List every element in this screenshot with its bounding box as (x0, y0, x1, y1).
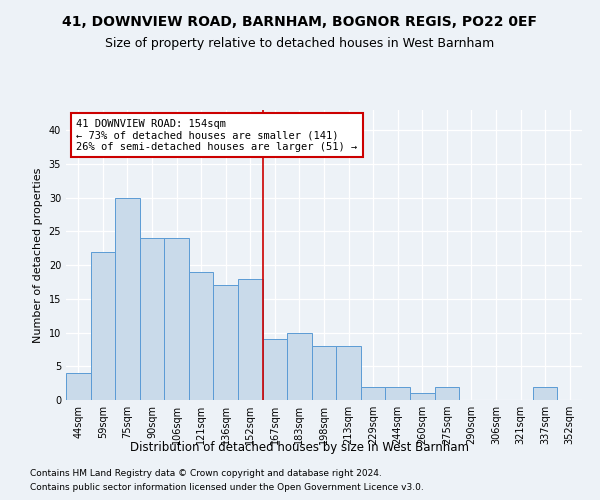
Bar (91, 252, 115, 400)
Bar (434, 386, 459, 400)
Bar (385, 386, 410, 400)
Text: Contains public sector information licensed under the Open Government Licence v3: Contains public sector information licen… (30, 484, 424, 492)
Bar (214, 286, 238, 400)
Bar (361, 386, 385, 400)
Bar (533, 386, 557, 400)
Text: 41 DOWNVIEW ROAD: 154sqm
← 73% of detached houses are smaller (141)
26% of semi-: 41 DOWNVIEW ROAD: 154sqm ← 73% of detach… (76, 118, 358, 152)
Text: Distribution of detached houses by size in West Barnham: Distribution of detached houses by size … (131, 441, 470, 454)
Bar (115, 198, 140, 400)
Bar (238, 278, 263, 400)
Bar (189, 272, 214, 400)
Bar (164, 238, 189, 400)
Text: Size of property relative to detached houses in West Barnham: Size of property relative to detached ho… (106, 38, 494, 51)
Bar (140, 238, 164, 400)
Bar (263, 340, 287, 400)
Text: Contains HM Land Registry data © Crown copyright and database right 2024.: Contains HM Land Registry data © Crown c… (30, 468, 382, 477)
Bar (336, 346, 361, 400)
Y-axis label: Number of detached properties: Number of detached properties (33, 168, 43, 342)
Bar (66, 373, 91, 400)
Bar (312, 346, 336, 400)
Bar (287, 332, 312, 400)
Text: 41, DOWNVIEW ROAD, BARNHAM, BOGNOR REGIS, PO22 0EF: 41, DOWNVIEW ROAD, BARNHAM, BOGNOR REGIS… (62, 15, 538, 29)
Bar (410, 394, 434, 400)
